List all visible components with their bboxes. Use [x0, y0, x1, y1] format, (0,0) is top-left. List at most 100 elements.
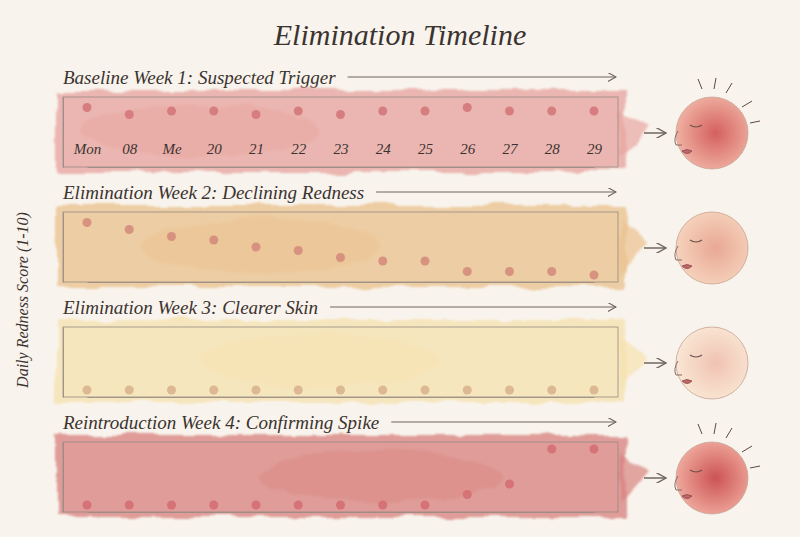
x-tick: 28	[545, 141, 561, 157]
dot	[463, 103, 472, 112]
title: Elimination Timeline	[273, 18, 527, 51]
x-tick-label: Mon	[73, 141, 102, 157]
x-axis-line	[88, 167, 595, 168]
dot	[590, 107, 599, 116]
face-lips	[682, 495, 692, 499]
dot	[421, 257, 430, 266]
plot-frame	[63, 442, 618, 512]
dot	[421, 386, 430, 395]
dot	[294, 246, 303, 255]
wash-blot	[80, 105, 320, 157]
plot-frame	[63, 97, 618, 167]
dot	[378, 501, 387, 510]
dot	[378, 257, 387, 266]
x-tick: 25	[418, 141, 434, 157]
dot	[421, 501, 430, 510]
dot	[167, 501, 176, 510]
dot	[252, 501, 261, 510]
dot	[590, 386, 599, 395]
irritation-stroke	[714, 423, 716, 434]
dot	[209, 501, 218, 510]
panel-title: Elimination Week 3: Clearer Skin	[62, 297, 318, 318]
wash-tail	[620, 337, 648, 389]
y-axis-line	[63, 443, 64, 513]
x-tick: 08	[122, 141, 138, 157]
dot	[336, 253, 345, 262]
dot	[547, 445, 556, 454]
dot	[505, 107, 514, 116]
wash-band	[56, 205, 626, 287]
title-arrow	[391, 422, 616, 423]
dot	[294, 107, 303, 116]
chart-container: Elimination Timeline Daily Redness Score …	[0, 0, 800, 537]
y-axis-line	[63, 213, 64, 283]
x-tick-label: 24	[376, 141, 392, 157]
dot	[83, 386, 92, 395]
dot	[125, 225, 134, 234]
face-eye	[690, 240, 702, 242]
dot	[590, 271, 599, 280]
irritation-stroke	[742, 446, 752, 452]
x-tick: 23	[334, 141, 349, 157]
dot	[505, 480, 514, 489]
dot	[547, 107, 556, 116]
wash	[56, 90, 648, 172]
wash-blot	[200, 335, 440, 387]
dot	[336, 501, 345, 510]
wash	[56, 435, 648, 517]
dot	[209, 236, 218, 245]
x-tick-label: 22	[291, 141, 307, 157]
x-axis	[88, 512, 595, 513]
y-axis-line	[63, 328, 64, 398]
panel: Elimination Week 2: Declining Redness	[56, 182, 748, 287]
dot	[463, 490, 472, 499]
wash-tail	[620, 107, 648, 159]
face	[676, 97, 748, 169]
x-axis	[88, 397, 595, 398]
y-axis-title: Daily Redness Score (1-10)	[14, 212, 32, 389]
dot	[294, 386, 303, 395]
x-axis-line	[88, 512, 595, 513]
dot	[505, 386, 514, 395]
wash-tail	[620, 452, 648, 504]
dot	[125, 386, 134, 395]
dot	[252, 243, 261, 252]
x-tick-label: 20	[207, 141, 223, 157]
dot	[421, 107, 430, 116]
x-tick-label: 29	[587, 141, 603, 157]
face-nose	[675, 361, 682, 375]
wash-band	[56, 435, 626, 517]
dots	[83, 386, 599, 395]
x-tick-label: 26	[460, 141, 476, 157]
face-eye	[690, 125, 702, 127]
title-arrow	[348, 77, 616, 78]
title-arrow	[376, 192, 616, 193]
wash	[56, 320, 648, 402]
dot	[167, 107, 176, 116]
face-arrow	[644, 362, 666, 363]
dot	[505, 267, 514, 276]
x-tick-label: 27	[503, 141, 520, 157]
dot	[209, 107, 218, 116]
dot	[547, 386, 556, 395]
x-tick: Mon	[73, 141, 102, 157]
x-tick: 20	[207, 141, 223, 157]
x-tick: 26	[460, 141, 476, 157]
dot	[463, 386, 472, 395]
face-nose	[675, 131, 682, 145]
plot-frame	[63, 327, 618, 397]
wash-tail	[620, 222, 648, 274]
dots	[83, 218, 599, 280]
panel: Reintroduction Week 4: Confirming Spike	[56, 412, 760, 517]
y-axis	[63, 443, 64, 513]
irritation-stroke	[726, 428, 732, 438]
x-tick-label: 08	[122, 141, 138, 157]
face-lips	[682, 150, 692, 154]
panel-title: Reintroduction Week 4: Confirming Spike	[62, 412, 379, 433]
dot	[590, 445, 599, 454]
face-lips	[682, 265, 692, 269]
face-eye	[690, 355, 702, 357]
irritation-stroke	[750, 466, 760, 468]
face-arrow	[644, 247, 666, 248]
face	[676, 212, 748, 284]
